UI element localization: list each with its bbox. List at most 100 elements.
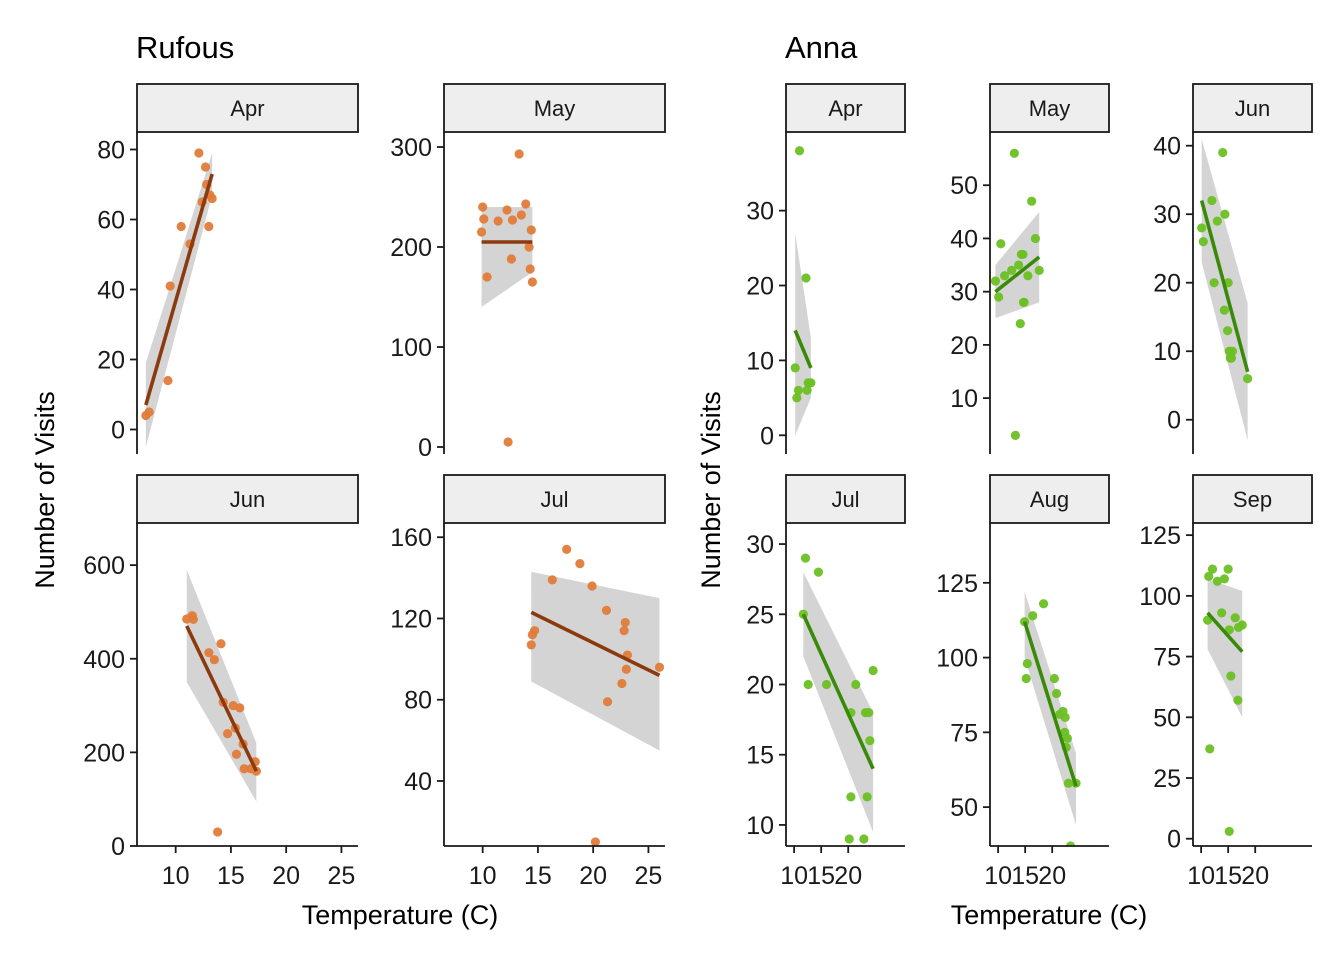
strip-label-anna-jun: Jun — [1235, 96, 1270, 121]
data-point — [526, 225, 536, 235]
data-point — [1021, 673, 1031, 684]
data-point — [1223, 326, 1233, 336]
y-tick-label: 400 — [83, 646, 125, 674]
panel-anna-may: May 10 20 30 40 50 — [950, 83, 1110, 454]
y-tick-label: 40 — [1153, 133, 1181, 161]
data-point — [479, 214, 489, 224]
data-point — [590, 837, 600, 846]
y-tick-label: 80 — [97, 137, 125, 165]
strip-anna-jun — [1192, 83, 1313, 133]
data-point — [1207, 564, 1218, 574]
rufous-x-axis-label: Temperature (C) — [302, 900, 499, 930]
data-point — [1010, 430, 1021, 440]
panel-rufous-may: May 0 100 200 300 — [390, 83, 666, 462]
data-point — [239, 764, 249, 774]
x-tick-label: 10 — [469, 862, 497, 890]
x-tick-label: 25 — [328, 862, 356, 890]
strip-label-rufous-apr: Apr — [230, 96, 264, 121]
y-tick-label: 120 — [390, 605, 432, 633]
anna-x-axis-label: Temperature (C) — [951, 900, 1148, 930]
x-tick-label: 10 — [984, 862, 1012, 890]
data-point — [163, 375, 173, 386]
data-point — [1230, 613, 1240, 623]
data-point — [478, 202, 488, 212]
data-point — [865, 736, 875, 746]
data-point — [209, 655, 219, 665]
data-point — [231, 749, 242, 759]
strip-anna-jul — [785, 474, 906, 524]
y-tick-label: 100 — [936, 645, 978, 673]
y-tick-label: 0 — [111, 833, 125, 861]
y-tick-label: 60 — [97, 207, 125, 235]
data-point — [527, 277, 538, 287]
y-tick-label: 100 — [390, 334, 432, 362]
confidence-band — [145, 153, 213, 447]
data-point — [526, 640, 536, 650]
data-point — [1237, 620, 1247, 630]
data-point — [1065, 841, 1076, 846]
x-tick-label: 15 — [1011, 862, 1039, 890]
strip-rufous-jul — [443, 474, 666, 524]
trend-line — [793, 329, 813, 369]
y-tick-label: 10 — [746, 347, 774, 375]
y-tick-label: 0 — [111, 417, 125, 445]
data-point — [502, 205, 512, 215]
y-tick-label: 50 — [1153, 704, 1181, 732]
data-point — [1227, 346, 1238, 356]
data-point — [1007, 265, 1017, 275]
data-point — [846, 792, 856, 802]
data-point — [792, 393, 802, 403]
strip-rufous-may — [443, 83, 666, 133]
data-point — [188, 614, 198, 625]
y-tick-label: 20 — [746, 273, 774, 301]
strip-label-anna-may: May — [1029, 96, 1071, 121]
x-tick-label: 20 — [272, 862, 300, 890]
data-point — [516, 210, 526, 220]
y-tick-label: 100 — [1139, 583, 1181, 611]
strip-label-anna-sep: Sep — [1233, 487, 1272, 512]
strip-anna-sep — [1192, 474, 1313, 524]
x-tick-label: 20 — [834, 862, 862, 890]
x-tick-label: 20 — [1241, 862, 1269, 890]
data-point — [1212, 216, 1222, 226]
trend-line — [144, 173, 214, 406]
x-tick-label: 20 — [579, 862, 607, 890]
x-tick-label: 10 — [162, 862, 190, 890]
y-tick-label: 20 — [950, 332, 978, 360]
data-point — [1220, 209, 1230, 219]
y-tick-label: 50 — [950, 172, 978, 200]
y-tick-label: 10 — [950, 385, 978, 413]
data-point — [562, 544, 572, 555]
data-point — [1015, 319, 1025, 329]
trend-line — [994, 255, 1041, 294]
strip-anna-apr — [785, 83, 906, 133]
y-tick-label: 30 — [950, 279, 978, 307]
strip-label-anna-apr: Apr — [828, 96, 862, 121]
confidence-band — [481, 207, 533, 307]
data-point — [601, 605, 612, 615]
y-tick-label: 10 — [746, 812, 774, 840]
strip-rufous-apr — [136, 83, 359, 133]
data-point — [1198, 237, 1208, 247]
data-point — [1009, 148, 1019, 158]
y-tick-label: 30 — [1153, 201, 1181, 229]
data-point — [1226, 671, 1236, 681]
y-tick-label: 25 — [1153, 765, 1181, 793]
data-point — [619, 626, 629, 636]
y-tick-label: 0 — [418, 434, 432, 462]
data-point — [493, 216, 503, 226]
data-point — [1218, 147, 1228, 158]
data-point — [1063, 778, 1074, 788]
data-point — [1217, 608, 1227, 618]
data-point — [790, 363, 800, 373]
data-point — [216, 639, 226, 649]
y-tick-label: 10 — [1153, 338, 1181, 366]
x-tick-label: 20 — [1038, 862, 1066, 890]
data-point — [1209, 278, 1219, 288]
data-point — [868, 665, 878, 676]
plot-area-rufous-may — [476, 149, 538, 447]
data-point — [821, 679, 832, 690]
data-point — [176, 221, 186, 232]
y-tick-label: 80 — [404, 687, 432, 715]
y-tick-label: 125 — [936, 570, 978, 598]
